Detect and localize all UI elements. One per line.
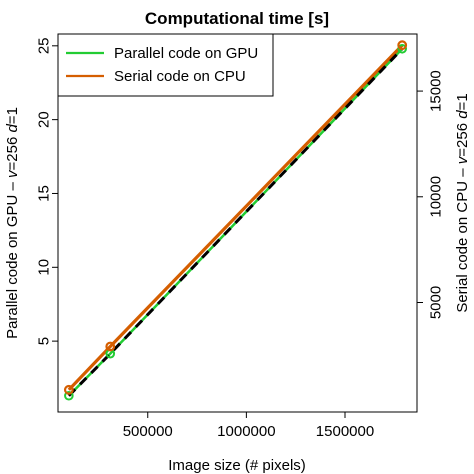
y-left-axis-title: Parallel code on GPU – v=256 d=1 bbox=[4, 107, 21, 339]
y-left-axis: 5 10 15 20 25 bbox=[36, 37, 58, 345]
chart-title: Computational time [s] bbox=[145, 9, 329, 28]
y-right-tick-label: 15000 bbox=[428, 70, 445, 112]
series-line-parallel-dashed bbox=[67, 47, 404, 397]
y-right-axis: 5000 10000 15000 bbox=[417, 70, 445, 319]
y-left-tick-label: 20 bbox=[36, 111, 53, 128]
y-left-tick-label: 5 bbox=[36, 337, 53, 345]
point-parallel bbox=[64, 390, 74, 401]
y-left-tick-label: 15 bbox=[36, 185, 53, 202]
y-left-tick-label: 25 bbox=[36, 37, 53, 54]
legend-label-serial: Serial code on CPU bbox=[114, 68, 246, 85]
x-axis-title: Image size (# pixels) bbox=[168, 457, 306, 474]
y-right-tick-label: 10000 bbox=[428, 176, 445, 218]
x-tick-label: 1500000 bbox=[316, 423, 374, 440]
series-line-serial bbox=[67, 44, 404, 391]
point-serial bbox=[63, 384, 74, 395]
series-layer bbox=[63, 40, 408, 401]
legend-label-parallel: Parallel code on GPU bbox=[114, 45, 258, 62]
x-tick-label: 1000000 bbox=[217, 423, 275, 440]
x-tick-label: 500000 bbox=[123, 423, 173, 440]
point-serial bbox=[105, 341, 116, 352]
point-parallel bbox=[397, 43, 408, 54]
x-axis: 500000 1000000 1500000 bbox=[123, 411, 374, 440]
point-serial bbox=[397, 40, 408, 51]
legend: Parallel code on GPU Serial code on CPU bbox=[57, 33, 274, 97]
y-right-tick-label: 5000 bbox=[428, 286, 445, 319]
y-right-axis-title: Serial code on CPU – v=256 d=1 bbox=[454, 93, 471, 312]
legend-box bbox=[57, 33, 274, 97]
y-left-tick-label: 10 bbox=[36, 259, 53, 276]
